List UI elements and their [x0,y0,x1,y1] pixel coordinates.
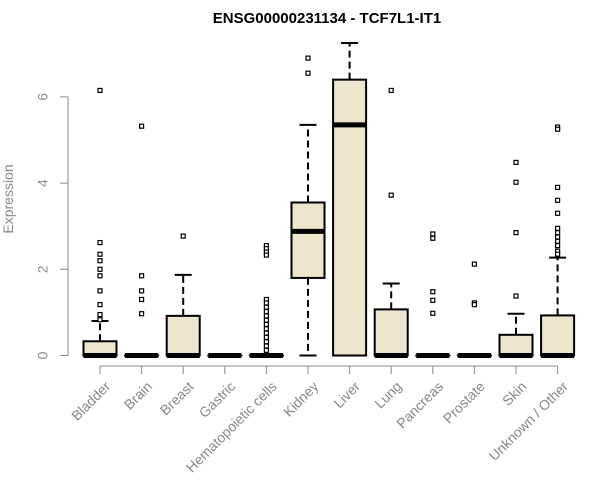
box-iqr [165,314,201,357]
outlier-point [97,87,103,94]
x-tick-label: Brain [121,378,155,412]
outlier-point [554,234,561,240]
outlier-point [430,297,436,303]
outlier-point [180,233,186,239]
outlier-point [305,70,311,76]
outlier-point [97,273,103,279]
y-tick-label: 0 [35,351,51,359]
outlier-point [263,326,269,332]
outlier-point [554,184,561,191]
box-iqr [373,308,409,357]
outlier-point [471,261,477,267]
outlier-point [139,296,145,303]
outlier-point [263,343,269,349]
box-prostate [456,261,492,358]
outlier-point [263,339,269,345]
outlier-point [430,310,436,316]
box-kidney [290,55,326,357]
box-unknown-other [540,124,576,358]
x-tick-label: Bladder [68,378,114,424]
outlier-point [263,300,269,306]
outlier-point [471,302,477,308]
outlier-point [263,321,269,328]
x-tick-label: Kidney [280,378,322,420]
x-tick-label: Liver [330,378,363,411]
outlier-point [97,311,103,318]
outlier-point [263,317,269,323]
box-breast [165,233,201,358]
y-tick-label: 2 [35,265,51,273]
outlier-point [430,231,436,237]
outlier-point [430,235,436,241]
outlier-point [554,210,561,216]
x-tick-label: Unknown / Other [485,378,571,464]
x-tick-label: Lung [371,378,404,411]
outlier-point [263,330,269,336]
outlier-point [513,293,519,299]
outlier-point [554,251,561,257]
outlier-point [263,304,269,310]
outlier-point [139,288,145,294]
box-iqr [540,314,576,357]
outlier-point [263,313,269,319]
box-hematopoietic-cells [248,242,284,358]
outlier-point [97,251,103,257]
outlier-point [554,242,561,249]
outlier-point [513,230,519,236]
box-skin [498,159,534,358]
outlier-point [97,288,103,294]
y-tick-label: 6 [35,93,51,101]
outlier-point [263,347,269,353]
outlier-point [139,123,145,129]
box-pancreas [415,231,451,358]
outlier-point [263,308,269,315]
box-liver [332,42,368,357]
outlier-point [305,55,311,61]
outlier-point [263,334,269,340]
outlier-point [97,317,103,323]
x-tick-label: Prostate [440,378,488,426]
y-tick-label: 4 [35,179,51,187]
box-lung [373,87,409,358]
outlier-point [97,266,103,272]
outlier-point [97,258,103,264]
box-iqr [498,333,534,357]
outlier-point [554,225,561,231]
outlier-point [430,289,436,295]
box-iqr [332,78,368,357]
outlier-point [139,273,145,279]
outlier-point [263,252,269,258]
outlier-point [388,87,394,94]
outlier-point [97,239,103,246]
outlier-point [513,159,519,166]
box-bladder [82,87,118,358]
x-tick-label: Skin [499,378,530,409]
outlier-point [388,192,394,198]
chart-title: ENSG00000231134 - TCF7L1-IT1 [213,10,441,27]
outlier-point [554,238,561,244]
outlier-point [97,302,103,308]
y-axis-label: Expression [0,164,16,233]
outlier-point [554,126,561,132]
outlier-point [139,311,145,317]
outlier-point [513,179,519,185]
box-brain [124,123,160,358]
outlier-point [554,197,561,203]
box-iqr [290,201,326,279]
outlier-point [554,230,561,236]
x-tick-label: Breast [157,378,197,418]
